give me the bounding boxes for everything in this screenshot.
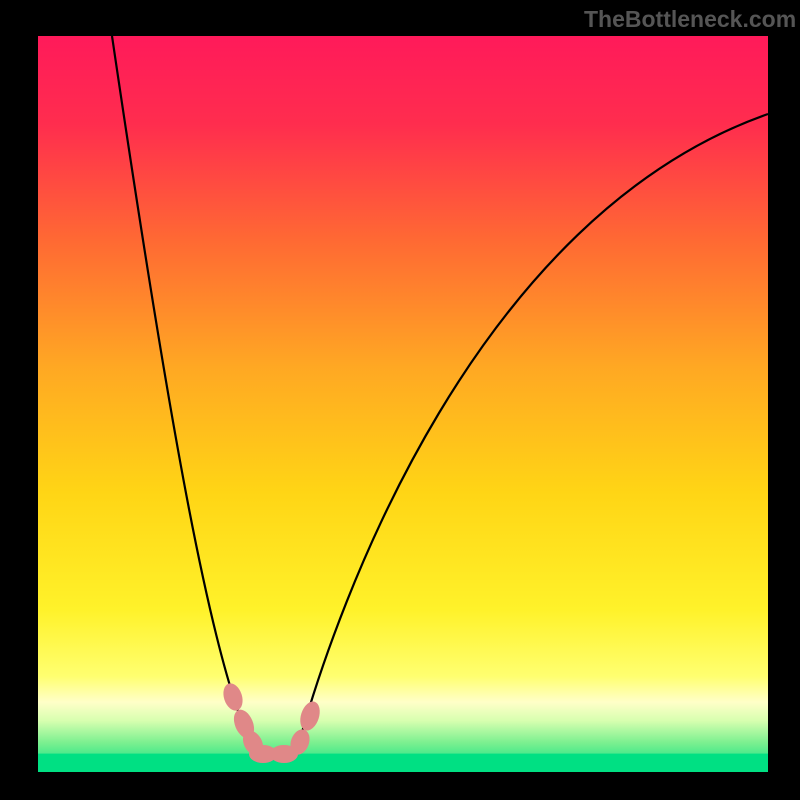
gradient-background <box>38 36 768 772</box>
plot-svg <box>38 36 768 772</box>
watermark-text: TheBottleneck.com <box>584 6 796 33</box>
plot-area <box>38 36 768 772</box>
green-strip <box>38 754 768 772</box>
